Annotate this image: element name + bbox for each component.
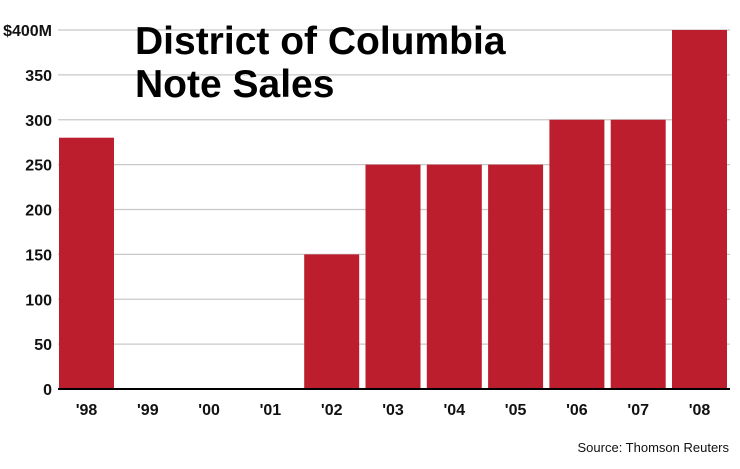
x-tick-label: '07	[627, 402, 649, 419]
bar	[610, 119, 666, 389]
x-tick-label: '08	[689, 402, 711, 419]
y-tick-label: 100	[25, 292, 52, 309]
y-tick-label: 0	[43, 382, 52, 399]
y-tick-label: 250	[25, 158, 52, 175]
y-tick-label: 150	[25, 247, 52, 264]
y-tick-label: 300	[25, 113, 52, 130]
bar	[672, 30, 727, 389]
x-tick-label: '01	[260, 402, 282, 419]
chart-title-line-2: Note Sales	[135, 63, 334, 106]
chart-title-line-1: District of Columbia	[135, 20, 506, 63]
bars	[59, 30, 727, 389]
y-tick-label: 350	[25, 68, 52, 85]
x-axis-tick-labels: '98 '99 '00 '01 '02 '03 '04 '05 '06 '07 '08	[76, 402, 711, 419]
x-tick-label: '03	[382, 402, 404, 419]
y-tick-label: 50	[34, 337, 52, 354]
y-tick-label: $400M	[3, 23, 52, 40]
bar	[59, 137, 114, 389]
chart-title: District of Columbia Note Sales	[135, 20, 506, 106]
x-tick-label: '98	[76, 402, 98, 419]
x-tick-label: '99	[137, 402, 159, 419]
bar	[365, 164, 421, 389]
x-tick-label: '00	[198, 402, 220, 419]
x-tick-label: '02	[321, 402, 343, 419]
x-tick-label: '05	[505, 402, 527, 419]
source-credit: Source: Thomson Reuters	[578, 440, 730, 455]
bar	[304, 254, 360, 389]
y-axis-tick-labels: 0 50 100 150 200 250 300 350 $400M	[3, 23, 52, 399]
y-tick-label: 200	[25, 203, 52, 220]
x-tick-label: '06	[566, 402, 588, 419]
bar	[426, 164, 482, 389]
bar	[549, 119, 605, 389]
x-tick-label: '04	[443, 402, 465, 419]
bar	[488, 164, 544, 389]
